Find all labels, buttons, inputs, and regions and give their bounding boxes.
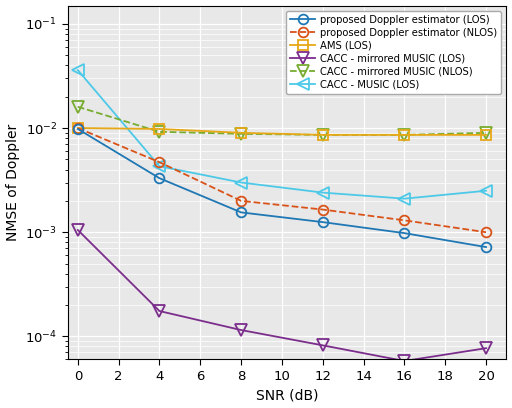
proposed Doppler estimator (NLOS) xyxy=(319,207,326,212)
Line: CACC - mirrored MUSIC (LOS): CACC - mirrored MUSIC (LOS) xyxy=(72,224,492,366)
proposed Doppler estimator (NLOS) xyxy=(156,160,162,165)
AMS (LOS) xyxy=(319,133,326,137)
proposed Doppler estimator (NLOS) xyxy=(483,230,489,235)
CACC - mirrored MUSIC (NLOS) xyxy=(401,133,408,137)
CACC - MUSIC (LOS) xyxy=(401,196,408,201)
proposed Doppler estimator (LOS) xyxy=(238,210,244,215)
AMS (LOS) xyxy=(238,131,244,135)
Line: proposed Doppler estimator (LOS): proposed Doppler estimator (LOS) xyxy=(73,124,491,252)
X-axis label: SNR (dB): SNR (dB) xyxy=(256,388,318,402)
AMS (LOS) xyxy=(75,126,81,131)
CACC - mirrored MUSIC (NLOS) xyxy=(156,129,162,134)
proposed Doppler estimator (LOS) xyxy=(319,220,326,224)
CACC - MUSIC (LOS) xyxy=(75,68,81,73)
CACC - mirrored MUSIC (LOS) xyxy=(156,308,162,313)
CACC - mirrored MUSIC (LOS) xyxy=(319,343,326,348)
AMS (LOS) xyxy=(483,133,489,137)
proposed Doppler estimator (LOS) xyxy=(75,126,81,131)
Line: CACC - MUSIC (LOS): CACC - MUSIC (LOS) xyxy=(72,64,492,204)
AMS (LOS) xyxy=(156,126,162,131)
AMS (LOS) xyxy=(401,133,408,137)
CACC - MUSIC (LOS) xyxy=(156,164,162,169)
CACC - mirrored MUSIC (LOS) xyxy=(75,228,81,233)
proposed Doppler estimator (NLOS) xyxy=(238,198,244,203)
Legend: proposed Doppler estimator (LOS), proposed Doppler estimator (NLOS), AMS (LOS), : proposed Doppler estimator (LOS), propos… xyxy=(286,11,501,93)
CACC - mirrored MUSIC (LOS) xyxy=(401,359,408,364)
CACC - MUSIC (LOS) xyxy=(238,180,244,185)
CACC - MUSIC (LOS) xyxy=(319,190,326,195)
CACC - mirrored MUSIC (NLOS) xyxy=(319,133,326,137)
CACC - mirrored MUSIC (NLOS) xyxy=(483,131,489,135)
proposed Doppler estimator (LOS) xyxy=(401,231,408,235)
CACC - mirrored MUSIC (LOS) xyxy=(238,328,244,333)
Line: AMS (LOS): AMS (LOS) xyxy=(73,123,491,140)
CACC - MUSIC (LOS) xyxy=(483,188,489,193)
proposed Doppler estimator (NLOS) xyxy=(401,218,408,223)
CACC - mirrored MUSIC (NLOS) xyxy=(75,104,81,109)
proposed Doppler estimator (LOS) xyxy=(156,176,162,181)
Line: proposed Doppler estimator (NLOS): proposed Doppler estimator (NLOS) xyxy=(73,123,491,237)
CACC - mirrored MUSIC (LOS) xyxy=(483,346,489,350)
Line: CACC - mirrored MUSIC (NLOS): CACC - mirrored MUSIC (NLOS) xyxy=(72,101,492,140)
proposed Doppler estimator (LOS) xyxy=(483,245,489,250)
CACC - mirrored MUSIC (NLOS) xyxy=(238,131,244,136)
proposed Doppler estimator (NLOS) xyxy=(75,126,81,131)
Y-axis label: NMSE of Doppler: NMSE of Doppler xyxy=(6,124,19,241)
